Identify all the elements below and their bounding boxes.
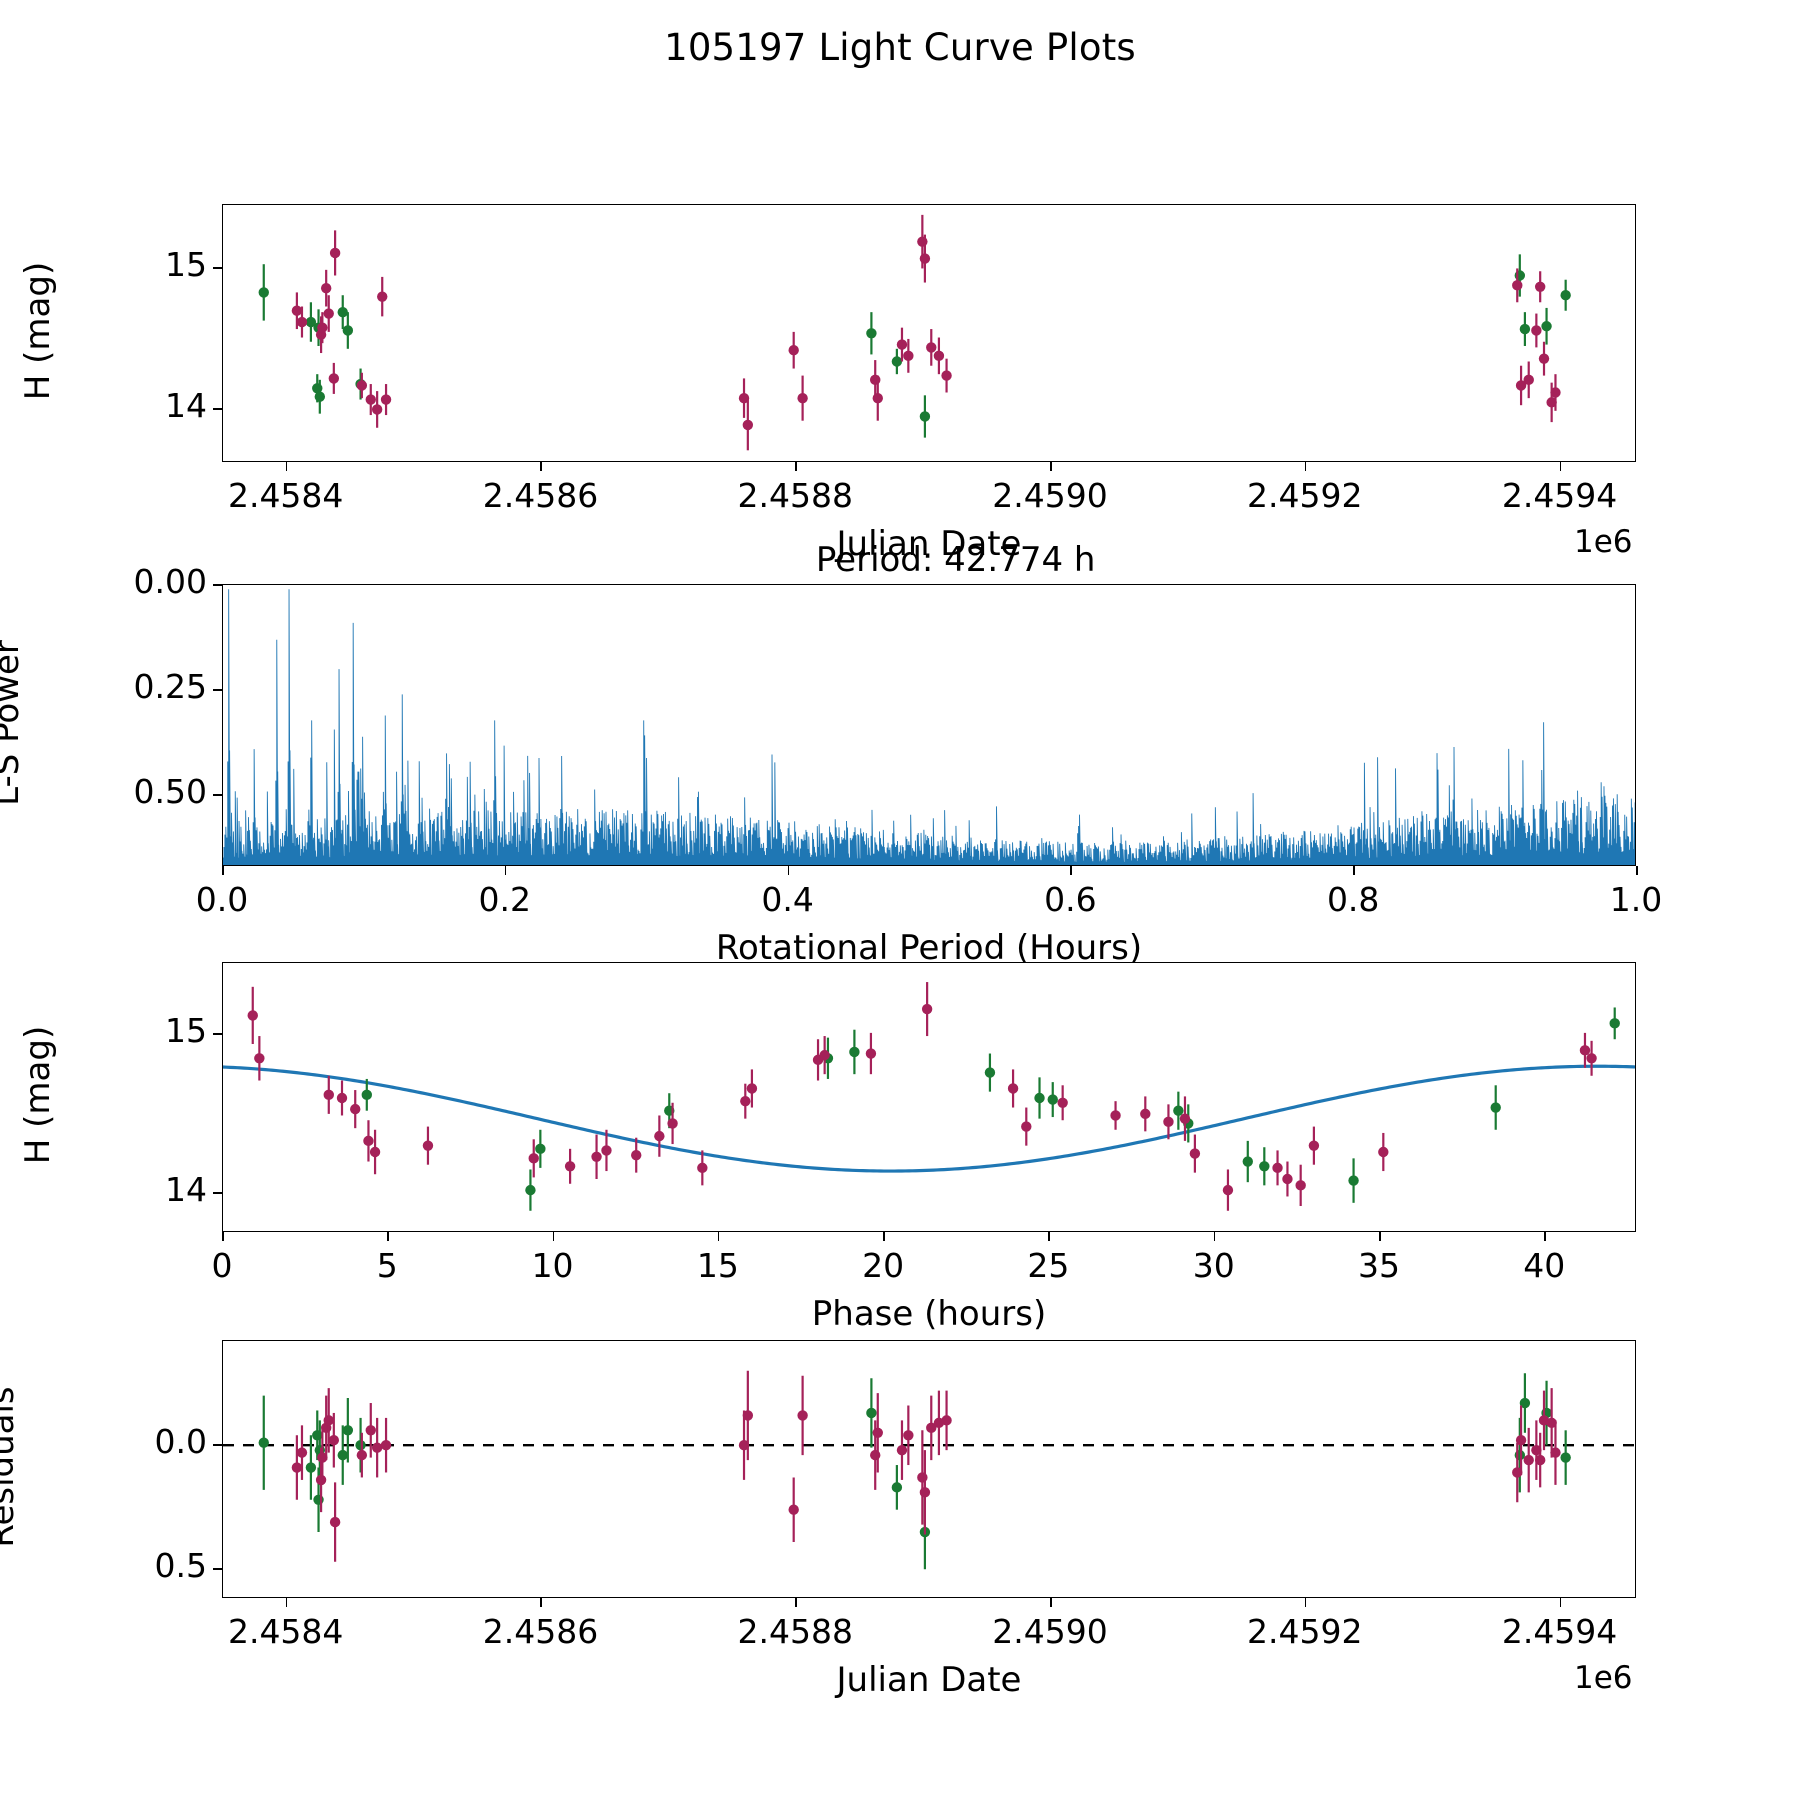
axis-tick [387,1232,389,1241]
residuals-plot-area[interactable] [222,1340,1636,1598]
x-tick-label-4: 0.8 [1326,880,1380,919]
axis-tick [222,1232,224,1241]
periodogram-x-axis-label: Rotational Period (Hours) [715,928,1143,968]
x-tick-label-5: 1.0 [1609,880,1663,919]
page-title: 105197 Light Curve Plots [664,26,1136,69]
axis-tick [1050,1598,1052,1607]
axis-tick [1559,1598,1562,1607]
x-tick-label-6: 30 [1192,1246,1235,1285]
x-tick-label-4: 2.4592 [1247,476,1363,515]
axis-tick [213,267,222,270]
periodogram-plot-area[interactable] [222,584,1636,866]
x-tick-label-3: 0.6 [1044,880,1097,919]
lightcurve-x-offset-label: 1e6 [1574,524,1633,560]
y-tick-label-0: 0.00 [133,562,207,601]
axis-tick [504,866,507,875]
residuals-x-offset-label: 1e6 [1574,1660,1633,1696]
phase-folded-svg [223,982,1635,1211]
x-tick-label-3: 2.4590 [992,1612,1108,1651]
x-tick-label-8: 40 [1523,1246,1566,1285]
axis-tick [285,462,288,471]
phase-folded-x-axis-label: Phase (hours) [811,1294,1047,1334]
axis-tick [213,1444,222,1446]
x-tick-label-1: 2.4586 [482,476,599,515]
y-tick-label-1: 0.25 [133,667,207,707]
axis-tick [1213,1232,1216,1241]
axis-tick [1048,1232,1051,1241]
x-tick-label-0: 0 [211,1246,233,1285]
x-tick-label-5: 25 [1027,1246,1070,1285]
axis-tick [883,1232,885,1241]
x-tick-label-3: 2.4590 [992,476,1108,515]
axis-tick [213,1033,222,1036]
axis-tick [1353,866,1355,875]
axis-tick [1379,1232,1381,1241]
phase-folded-plot-area[interactable] [222,962,1636,1232]
axis-tick [222,866,224,875]
axis-tick [540,462,543,471]
axis-tick [1050,462,1052,471]
x-tick-label-2: 0.4 [761,880,814,919]
x-tick-label-4: 20 [862,1246,905,1285]
x-tick-label-1: 5 [376,1246,398,1285]
y-tick-label-1: 14 [165,1170,207,1210]
axis-tick [285,1598,288,1607]
y-tick-label-0: 0.0 [154,1422,207,1462]
axis-tick [795,1598,797,1607]
x-tick-label-2: 2.4588 [737,476,853,515]
period-annotation: Period: 42.774 h [815,540,1096,580]
axis-tick [213,408,222,411]
axis-tick [213,584,222,586]
x-tick-label-2: 2.4588 [737,1612,853,1651]
residuals-svg [223,1370,1635,1570]
axis-tick [552,1232,555,1241]
y-tick-label-1: 14 [165,386,207,426]
axis-tick [1559,462,1562,471]
x-tick-label-1: 2.4586 [482,1612,599,1651]
lightcurve-y-axis-label: H (mag) [18,261,58,401]
axis-tick [787,866,790,875]
x-tick-label-4: 2.4592 [1247,1612,1363,1651]
axis-tick [717,1232,720,1241]
axis-tick [213,1192,222,1194]
axis-tick [1304,1598,1307,1607]
x-tick-label-0: 2.4584 [227,476,344,515]
y-tick-label-0: 15 [165,1011,207,1051]
axis-tick [213,1568,222,1570]
periodogram-y-axis-label: L-S Power [0,640,27,806]
axis-tick [1070,866,1072,875]
axis-tick [1636,866,1638,875]
lightcurve-svg [258,214,1571,451]
periodogram-svg [223,589,1635,865]
x-tick-label-0: 0.0 [195,880,249,919]
axis-tick [1304,462,1307,471]
axis-tick [213,794,222,797]
x-tick-label-5: 2.4594 [1501,1612,1618,1651]
axis-tick [1544,1232,1546,1241]
y-tick-label-1: 0.5 [154,1546,207,1586]
y-tick-label-0: 15 [165,245,207,285]
residuals-y-axis-label: Residuals [0,1386,22,1548]
axis-tick [795,462,797,471]
x-tick-label-1: 0.2 [478,880,532,919]
x-tick-label-0: 2.4584 [227,1612,344,1651]
x-tick-label-2: 10 [531,1246,574,1285]
lightcurve-x-axis-label: Julian Date [836,524,1022,564]
lightcurve-plot-area[interactable] [222,204,1636,462]
axis-tick [213,689,222,691]
x-tick-label-5: 2.4594 [1501,476,1618,515]
x-tick-label-3: 15 [696,1246,739,1285]
axis-tick [540,1598,543,1607]
residuals-x-axis-label: Julian Date [836,1660,1022,1700]
x-tick-label-7: 35 [1358,1246,1400,1285]
y-tick-label-2: 0.50 [133,772,207,812]
